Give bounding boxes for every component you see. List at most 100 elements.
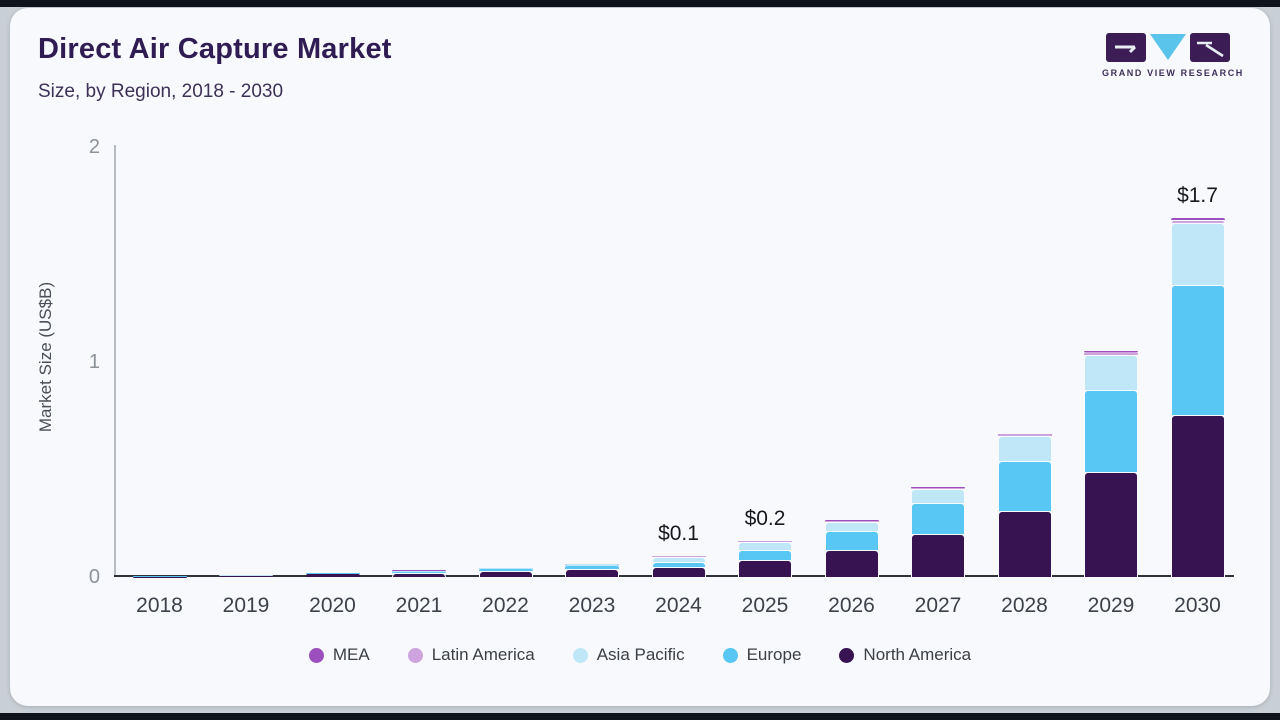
grand-view-research-logo: GRAND VIEW RESEARCH — [1102, 32, 1244, 78]
bar-2024 — [651, 556, 706, 577]
segment-north-america-2026 — [824, 550, 879, 577]
segment-latin-america-2030 — [1170, 219, 1225, 224]
segment-europe-2029 — [1084, 389, 1138, 473]
segment-mea-2028 — [997, 433, 1052, 435]
segment-north-america-2019 — [219, 576, 273, 577]
y-tick-2: 2 — [88, 136, 100, 158]
segment-asia-pacific-2021 — [392, 570, 446, 572]
bar-2029 — [1084, 351, 1138, 577]
legend-dot-latin-america — [407, 647, 423, 663]
gvr-logo-icon — [1106, 33, 1230, 62]
value-label-2030: $1.7 — [1177, 183, 1218, 207]
segment-asia-pacific-2026 — [824, 521, 879, 531]
segment-north-america-2029 — [1084, 472, 1138, 577]
bar-2019 — [219, 575, 273, 577]
legend-label-mea: MEA — [332, 645, 370, 664]
x-tick-2021: 2021 — [395, 594, 443, 617]
legend-label-asia-pacific: Asia Pacific — [596, 645, 685, 664]
segment-europe-2024 — [651, 561, 706, 567]
segment-latin-america-2027 — [911, 487, 965, 489]
segment-europe-2022 — [478, 569, 533, 571]
segment-north-america-2030 — [1170, 414, 1225, 577]
segment-europe-2023 — [565, 566, 619, 569]
segment-europe-2025 — [738, 549, 792, 560]
segment-europe-2028 — [997, 460, 1052, 511]
x-tick-2023: 2023 — [568, 594, 616, 617]
bottom-edge-strip — [0, 713, 1280, 720]
segment-latin-america-2025 — [738, 541, 792, 542]
chart-card — [10, 8, 1270, 706]
bar-2021 — [392, 570, 446, 577]
x-tick-2025: 2025 — [741, 594, 789, 617]
chart-subtitle: Size, by Region, 2018 - 2030 — [38, 81, 284, 102]
segment-asia-pacific-2020 — [305, 572, 360, 574]
legend-item-north-america: North America — [839, 645, 971, 665]
chart-title: Direct Air Capture Market — [38, 33, 392, 65]
segment-north-america-2025 — [738, 559, 792, 577]
x-tick-2027: 2027 — [914, 594, 962, 617]
bar-2020 — [305, 572, 360, 577]
legend-label-latin-america: Latin America — [431, 645, 535, 664]
legend: MEA Latin America Asia Pacific Europe North … — [0, 645, 1280, 665]
legend-item-asia-pacific: Asia Pacific — [572, 645, 685, 665]
segment-mea-2027 — [911, 486, 965, 488]
x-tick-2020: 2020 — [309, 594, 356, 617]
segment-europe-2027 — [911, 503, 965, 535]
segment-asia-pacific-2029 — [1084, 354, 1138, 390]
bar-2027 — [911, 486, 965, 577]
segment-mea-2030 — [1170, 217, 1225, 220]
legend-dot-north-america — [839, 647, 855, 663]
segment-north-america-2022 — [478, 570, 533, 577]
bar-2018 — [132, 576, 187, 577]
bar-2025 — [738, 540, 792, 577]
segment-latin-america-2026 — [824, 520, 879, 522]
bar-2022 — [478, 567, 533, 577]
legend-label-north-america: North America — [863, 645, 972, 664]
legend-item-mea: MEA — [308, 645, 370, 665]
segment-north-america-2027 — [911, 534, 965, 577]
segment-north-america-2028 — [997, 510, 1052, 577]
x-tick-2026: 2026 — [828, 594, 875, 617]
x-tick-2024: 2024 — [655, 594, 702, 617]
bar-2023 — [565, 563, 619, 577]
x-tick-2018: 2018 — [136, 594, 183, 617]
segment-europe-2030 — [1170, 284, 1225, 415]
value-label-2024: $0.1 — [658, 522, 699, 546]
segment-europe-2021 — [392, 571, 446, 574]
y-tick-1: 1 — [88, 351, 100, 373]
x-tick-2028: 2028 — [1001, 594, 1048, 617]
segment-asia-pacific-2025 — [738, 541, 792, 550]
legend-item-europe: Europe — [722, 645, 802, 665]
bar-2030 — [1170, 217, 1225, 577]
x-tick-2030: 2030 — [1174, 594, 1221, 617]
legend-item-latin-america: Latin America — [407, 645, 535, 665]
segment-asia-pacific-2023 — [565, 564, 619, 567]
y-axis-line — [114, 145, 116, 577]
value-label-2025: $0.2 — [744, 506, 786, 530]
segment-asia-pacific-2030 — [1170, 223, 1225, 285]
segment-mea-2029 — [1084, 351, 1138, 353]
logo-text: GRAND VIEW RESEARCH — [1102, 68, 1244, 78]
top-edge-strip — [0, 0, 1280, 7]
legend-dot-europe — [722, 647, 738, 663]
segment-asia-pacific-2028 — [997, 435, 1052, 461]
segment-latin-america-2028 — [997, 434, 1052, 436]
legend-label-europe: Europe — [746, 645, 802, 664]
segment-north-america-2020 — [305, 574, 360, 577]
segment-europe-2020 — [305, 573, 360, 575]
segment-asia-pacific-2027 — [911, 488, 965, 504]
bar-2026 — [824, 520, 879, 577]
segment-north-america-2021 — [392, 573, 446, 577]
legend-dot-asia-pacific — [572, 647, 588, 663]
plot-area: $0.1 $0.2 $1.7 — [115, 147, 1232, 577]
segment-latin-america-2029 — [1084, 352, 1138, 355]
bar-2028 — [997, 433, 1052, 577]
segment-north-america-2024 — [651, 566, 706, 577]
x-tick-2029: 2029 — [1087, 594, 1135, 617]
x-tick-2019: 2019 — [222, 594, 270, 617]
segment-north-america-2023 — [565, 568, 619, 577]
segment-asia-pacific-2022 — [478, 568, 533, 570]
segment-asia-pacific-2024 — [651, 556, 706, 562]
segment-europe-2026 — [824, 530, 879, 551]
legend-dot-mea — [308, 647, 324, 663]
